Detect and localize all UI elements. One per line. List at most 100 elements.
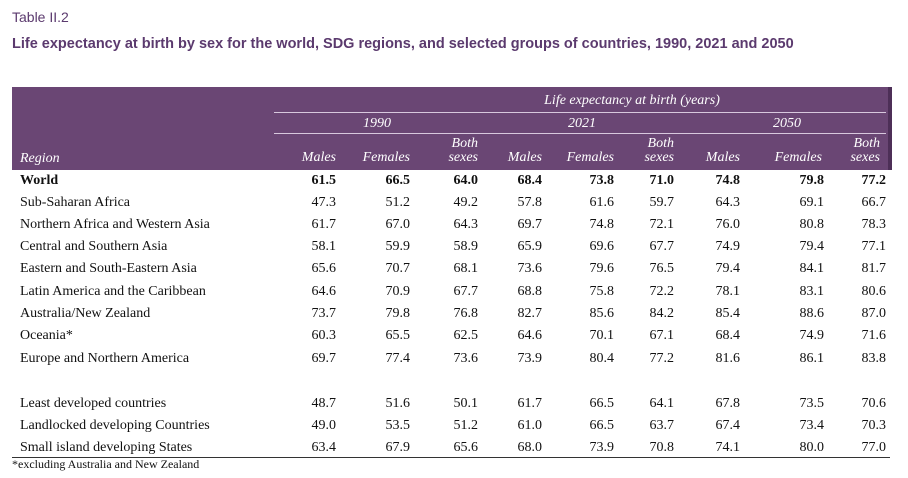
table-cell: 85.6: [589, 306, 615, 321]
table-cell: 70.9: [385, 284, 411, 299]
table-cell: 66.5: [385, 173, 411, 188]
table-cell: 74.8: [715, 173, 741, 188]
table-row: Latin America and the Caribbean 64.6 70.9 6…: [12, 281, 892, 303]
table-cell: 48.7: [311, 396, 337, 411]
table-cell: 83.1: [799, 284, 825, 299]
table-cell: 64.1: [649, 396, 675, 411]
both-line1: Both: [853, 136, 880, 151]
region-name: World: [20, 173, 59, 188]
table-cell: 76.0: [715, 217, 741, 232]
table-cell: 64.3: [453, 217, 479, 232]
table-cell: 73.8: [589, 173, 615, 188]
table-cell: 80.6: [861, 284, 887, 299]
table-cell: 69.7: [517, 217, 543, 232]
table-cell: 61.7: [311, 217, 337, 232]
table-cell: 50.1: [453, 396, 479, 411]
table-cell: 53.5: [385, 418, 411, 433]
table-cell: 58.9: [453, 239, 479, 254]
table-cell: 70.3: [861, 418, 887, 433]
table-cell: 71.0: [649, 173, 675, 188]
col-2021-males: Males: [507, 150, 542, 165]
region-name: Sub-Saharan Africa: [20, 195, 131, 210]
table-cell: 49.2: [453, 195, 479, 210]
table-cell: 67.0: [385, 217, 411, 232]
table-cell: 69.6: [589, 239, 615, 254]
col-1990-both: Both sexes: [432, 137, 478, 165]
table-row: World 61.5 66.5 64.0 68.4 73.8 71.0 74.8 79.8 77.…: [12, 170, 892, 192]
table-cell: 85.4: [715, 306, 741, 321]
table-row: Eastern and South-Eastern Asia 65.6 70.7 68…: [12, 258, 892, 280]
table-cell: 70.1: [589, 328, 615, 343]
footnote: *excluding Australia and New Zealand: [12, 457, 200, 471]
table-cell: 68.0: [517, 440, 543, 455]
table-cell: 76.5: [649, 261, 675, 276]
table-cell: 66.7: [861, 195, 887, 210]
table-cell: 65.6: [311, 261, 337, 276]
table-cell: 77.0: [861, 440, 887, 455]
table-cell: 67.7: [453, 284, 479, 299]
table-cell: 59.7: [649, 195, 675, 210]
table-cell: 49.0: [311, 418, 337, 433]
both-line2: sexes: [850, 150, 880, 165]
table-cell: 64.0: [453, 173, 479, 188]
table-row: Oceania* 60.3 65.5 62.5 64.6 70.1 67.1 68.4 74.9…: [12, 325, 892, 347]
table-cell: 64.6: [517, 328, 543, 343]
table-cell: 77.2: [861, 173, 887, 188]
table-cell: 87.0: [861, 306, 887, 321]
table-cell: 79.4: [799, 239, 825, 254]
table-cell: 65.9: [517, 239, 543, 254]
table-cell: 66.5: [589, 418, 615, 433]
region-name: Small island developing States: [20, 440, 193, 455]
col-1990-males: Males: [301, 150, 336, 165]
both-line2: sexes: [448, 150, 478, 165]
table-cell: 88.6: [799, 306, 825, 321]
table-cell: 61.0: [517, 418, 543, 433]
table-cell: 74.8: [589, 217, 615, 232]
table-cell: 86.1: [799, 351, 825, 366]
table-cell: 51.2: [385, 195, 411, 210]
table-cell: 73.5: [799, 396, 825, 411]
table-cell: 80.4: [589, 351, 615, 366]
table-cell: 77.2: [649, 351, 675, 366]
header-super-label: Life expectancy at birth (years): [544, 93, 720, 108]
col-2050-males: Males: [705, 150, 740, 165]
table-cell: 68.8: [517, 284, 543, 299]
table-cell: 81.7: [861, 261, 887, 276]
table-cell: 66.5: [589, 396, 615, 411]
table-cell: 63.4: [311, 440, 337, 455]
year-divider: [274, 133, 886, 134]
col-1990-females: Females: [362, 150, 410, 165]
region-name: Europe and Northern America: [20, 351, 190, 366]
table-cell: 72.2: [649, 284, 675, 299]
region-name: Landlocked developing Countries: [20, 418, 210, 433]
year-1990-label: 1990: [363, 116, 391, 131]
both-line1: Both: [647, 136, 674, 151]
table-cell: 57.8: [517, 195, 543, 210]
table-row: Northern Africa and Western Asia 61.7 67.0…: [12, 214, 892, 236]
region-name: Australia/New Zealand: [20, 306, 151, 321]
table-cell: 51.6: [385, 396, 411, 411]
table-cell: 65.6: [453, 440, 479, 455]
table-cell: 61.5: [311, 173, 337, 188]
col-2050-females: Females: [774, 150, 822, 165]
table-cell: 67.7: [649, 239, 675, 254]
table-cell: 61.6: [589, 195, 615, 210]
table-cell: 47.3: [311, 195, 337, 210]
table-cell: 61.7: [517, 396, 543, 411]
table-cell: 84.2: [649, 306, 675, 321]
table-cell: 74.9: [799, 328, 825, 343]
region-name: Oceania*: [20, 328, 73, 343]
table-cell: 68.1: [453, 261, 479, 276]
table-label: Table II.2: [12, 9, 69, 25]
table-cell: 64.6: [311, 284, 337, 299]
table-cell: 62.5: [453, 328, 479, 343]
table-title: Life expectancy at birth by sex for the …: [12, 36, 794, 52]
col-2021-females: Females: [566, 150, 614, 165]
table-cell: 64.3: [715, 195, 741, 210]
region-name: Latin America and the Caribbean: [20, 284, 206, 299]
table-cell: 79.4: [715, 261, 741, 276]
table-cell: 67.9: [385, 440, 411, 455]
table-row: Australia/New Zealand 73.7 79.8 76.8 82.7 85.…: [12, 303, 892, 325]
both-line2: sexes: [644, 150, 674, 165]
table-row: Landlocked developing Countries 49.0 53.5 5…: [12, 415, 892, 437]
